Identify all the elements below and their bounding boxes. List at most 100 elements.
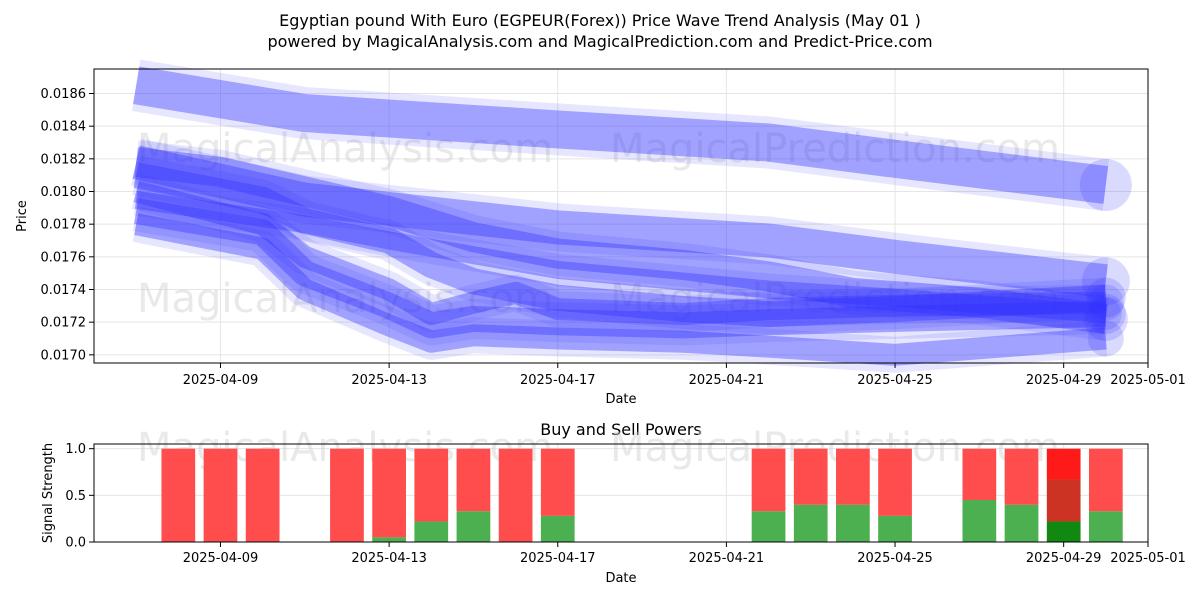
price-y-tick-label: 0.0170 bbox=[41, 348, 87, 363]
price-y-tick-label: 0.0176 bbox=[41, 250, 87, 265]
sell-bar bbox=[456, 448, 491, 512]
buy-bar bbox=[1088, 511, 1123, 542]
signal-x-ticks: 2025-04-09 2025-04-13 2025-04-17 2025-04-21… bbox=[183, 542, 1186, 566]
price-wave-halo bbox=[133, 140, 1109, 341]
signal-y-tick-label: 0.0 bbox=[65, 536, 86, 551]
signal-y-ticks: 0.0 0.5 1.0 bbox=[65, 442, 94, 551]
price-wave-endcap bbox=[1085, 277, 1126, 318]
watermark-magical-analysis: MagicalAnalysis.com bbox=[137, 276, 553, 322]
price-wave-line bbox=[134, 213, 1107, 366]
price-x-tick-label: 2025-04-25 bbox=[857, 373, 933, 388]
buy-bar bbox=[456, 511, 491, 542]
chart-title-line2: powered by MagicalAnalysis.com and Magic… bbox=[267, 32, 932, 51]
sell-bar bbox=[751, 448, 786, 512]
sell-bar bbox=[540, 448, 575, 516]
signal-x-tick-label: 2025-04-21 bbox=[689, 551, 765, 566]
sell-bar bbox=[1004, 448, 1039, 505]
price-wave-line bbox=[134, 190, 1107, 323]
price-wave-halo bbox=[132, 191, 1107, 346]
price-y-tick-label: 0.0186 bbox=[41, 87, 87, 102]
signal-x-tick-label: 2025-04-25 bbox=[857, 551, 933, 566]
buy-bar bbox=[540, 515, 575, 542]
buy-sell-title: Buy and Sell Powers bbox=[540, 420, 702, 439]
signal-x-tick-label: 2025-04-29 bbox=[1026, 551, 1102, 566]
price-wave-halo bbox=[132, 155, 1107, 334]
price-grid bbox=[94, 69, 1149, 363]
price-y-tick-label: 0.0180 bbox=[41, 185, 87, 200]
price-wave-endcap bbox=[1085, 294, 1126, 334]
price-x-tick-label: 2025-04-21 bbox=[689, 373, 765, 388]
buy-bar bbox=[836, 504, 870, 542]
buy-bar bbox=[1046, 521, 1081, 542]
sell-bar bbox=[498, 448, 533, 542]
price-wave-line bbox=[134, 147, 1108, 334]
signal-axes-frame bbox=[93, 443, 1149, 543]
signal-x-tick-label: 2025-04-09 bbox=[183, 551, 259, 566]
signal-y-tick-label: 0.5 bbox=[65, 489, 86, 504]
price-wave-endcap bbox=[1083, 296, 1128, 341]
price-x-tick-label: 2025-04-09 bbox=[183, 373, 259, 388]
price-wave-line bbox=[133, 180, 1106, 325]
sell-bar bbox=[878, 448, 912, 516]
sell-bar bbox=[836, 448, 870, 505]
price-y-axis-label: Price bbox=[15, 200, 30, 232]
price-y-ticks: 0.0170 0.0172 0.0174 0.0176 0.0178 0.0180 0.01… bbox=[41, 87, 94, 363]
price-y-tick-label: 0.0182 bbox=[41, 152, 87, 167]
price-wave-halo bbox=[132, 206, 1108, 373]
price-x-tick-label: 2025-04-17 bbox=[520, 373, 596, 388]
price-x-axis-label: Date bbox=[605, 392, 636, 407]
buy-bar bbox=[372, 537, 406, 542]
price-wave-line bbox=[132, 145, 1108, 299]
sell-bar bbox=[1088, 448, 1123, 512]
sell-bar bbox=[372, 448, 406, 538]
price-wave-endcap bbox=[1089, 298, 1122, 330]
watermark-magical-analysis: MagicalAnalysis.com bbox=[137, 126, 553, 172]
sell-bar bbox=[161, 448, 196, 542]
sell-bar bbox=[1046, 448, 1081, 480]
price-wave-line bbox=[133, 66, 1109, 204]
price-wave-line bbox=[133, 162, 1107, 327]
price-x-tick-label: 2025-04-29 bbox=[1026, 373, 1102, 388]
signal-x-axis-label: Date bbox=[605, 571, 636, 586]
buy-bar bbox=[414, 521, 449, 542]
price-x-ticks: 2025-04-09 2025-04-13 2025-04-17 2025-04-21… bbox=[183, 363, 1186, 388]
sell-bar bbox=[330, 448, 364, 542]
price-watermarks: MagicalAnalysis.com MagicalPrediction.co… bbox=[137, 126, 1060, 322]
signal-x-tick-label: 2025-05-01 bbox=[1110, 551, 1186, 566]
price-wave-halo bbox=[130, 138, 1109, 306]
signal-x-tick-label: 2025-04-13 bbox=[351, 551, 427, 566]
buy-bar bbox=[1004, 504, 1039, 542]
signal-bars bbox=[161, 448, 1123, 542]
sell-bar bbox=[962, 448, 997, 500]
watermark-magical-prediction: MagicalPrediction.com bbox=[610, 126, 1060, 172]
price-wave-halo bbox=[131, 59, 1110, 211]
sell-bar bbox=[414, 448, 449, 522]
buy-sell-panel: Buy and Sell Powers MagicalAnalysis.com … bbox=[41, 420, 1186, 586]
price-wave-endcap bbox=[1081, 257, 1130, 306]
price-wave-panel: MagicalAnalysis.com MagicalPrediction.co… bbox=[15, 59, 1186, 407]
price-series bbox=[130, 59, 1132, 373]
sell-bar bbox=[245, 448, 280, 542]
signal-y-axis-label: Signal Strength bbox=[41, 443, 56, 543]
sell-bar bbox=[1046, 479, 1081, 522]
price-y-tick-label: 0.0174 bbox=[41, 283, 87, 298]
price-wave-endcap bbox=[1087, 284, 1124, 321]
price-wave-halo bbox=[131, 174, 1107, 332]
chart-title-line1: Egyptian pound With Euro (EGPEUR(Forex))… bbox=[279, 11, 921, 30]
price-y-tick-label: 0.0184 bbox=[41, 120, 87, 135]
sell-bar bbox=[793, 448, 828, 505]
signal-x-tick-label: 2025-04-17 bbox=[520, 551, 596, 566]
price-x-tick-label: 2025-04-13 bbox=[351, 373, 427, 388]
signal-y-tick-label: 1.0 bbox=[65, 442, 86, 457]
watermark-magical-prediction: MagicalPrediction.com bbox=[610, 276, 1060, 322]
buy-bar bbox=[878, 515, 912, 542]
price-wave-line bbox=[134, 198, 1107, 339]
price-wave-endcap bbox=[1087, 320, 1124, 357]
price-wave-endcap bbox=[1079, 158, 1132, 211]
price-wave-halo bbox=[133, 183, 1108, 330]
buy-bar bbox=[751, 511, 786, 542]
price-y-tick-label: 0.0172 bbox=[41, 316, 87, 331]
sell-bar bbox=[203, 448, 238, 542]
